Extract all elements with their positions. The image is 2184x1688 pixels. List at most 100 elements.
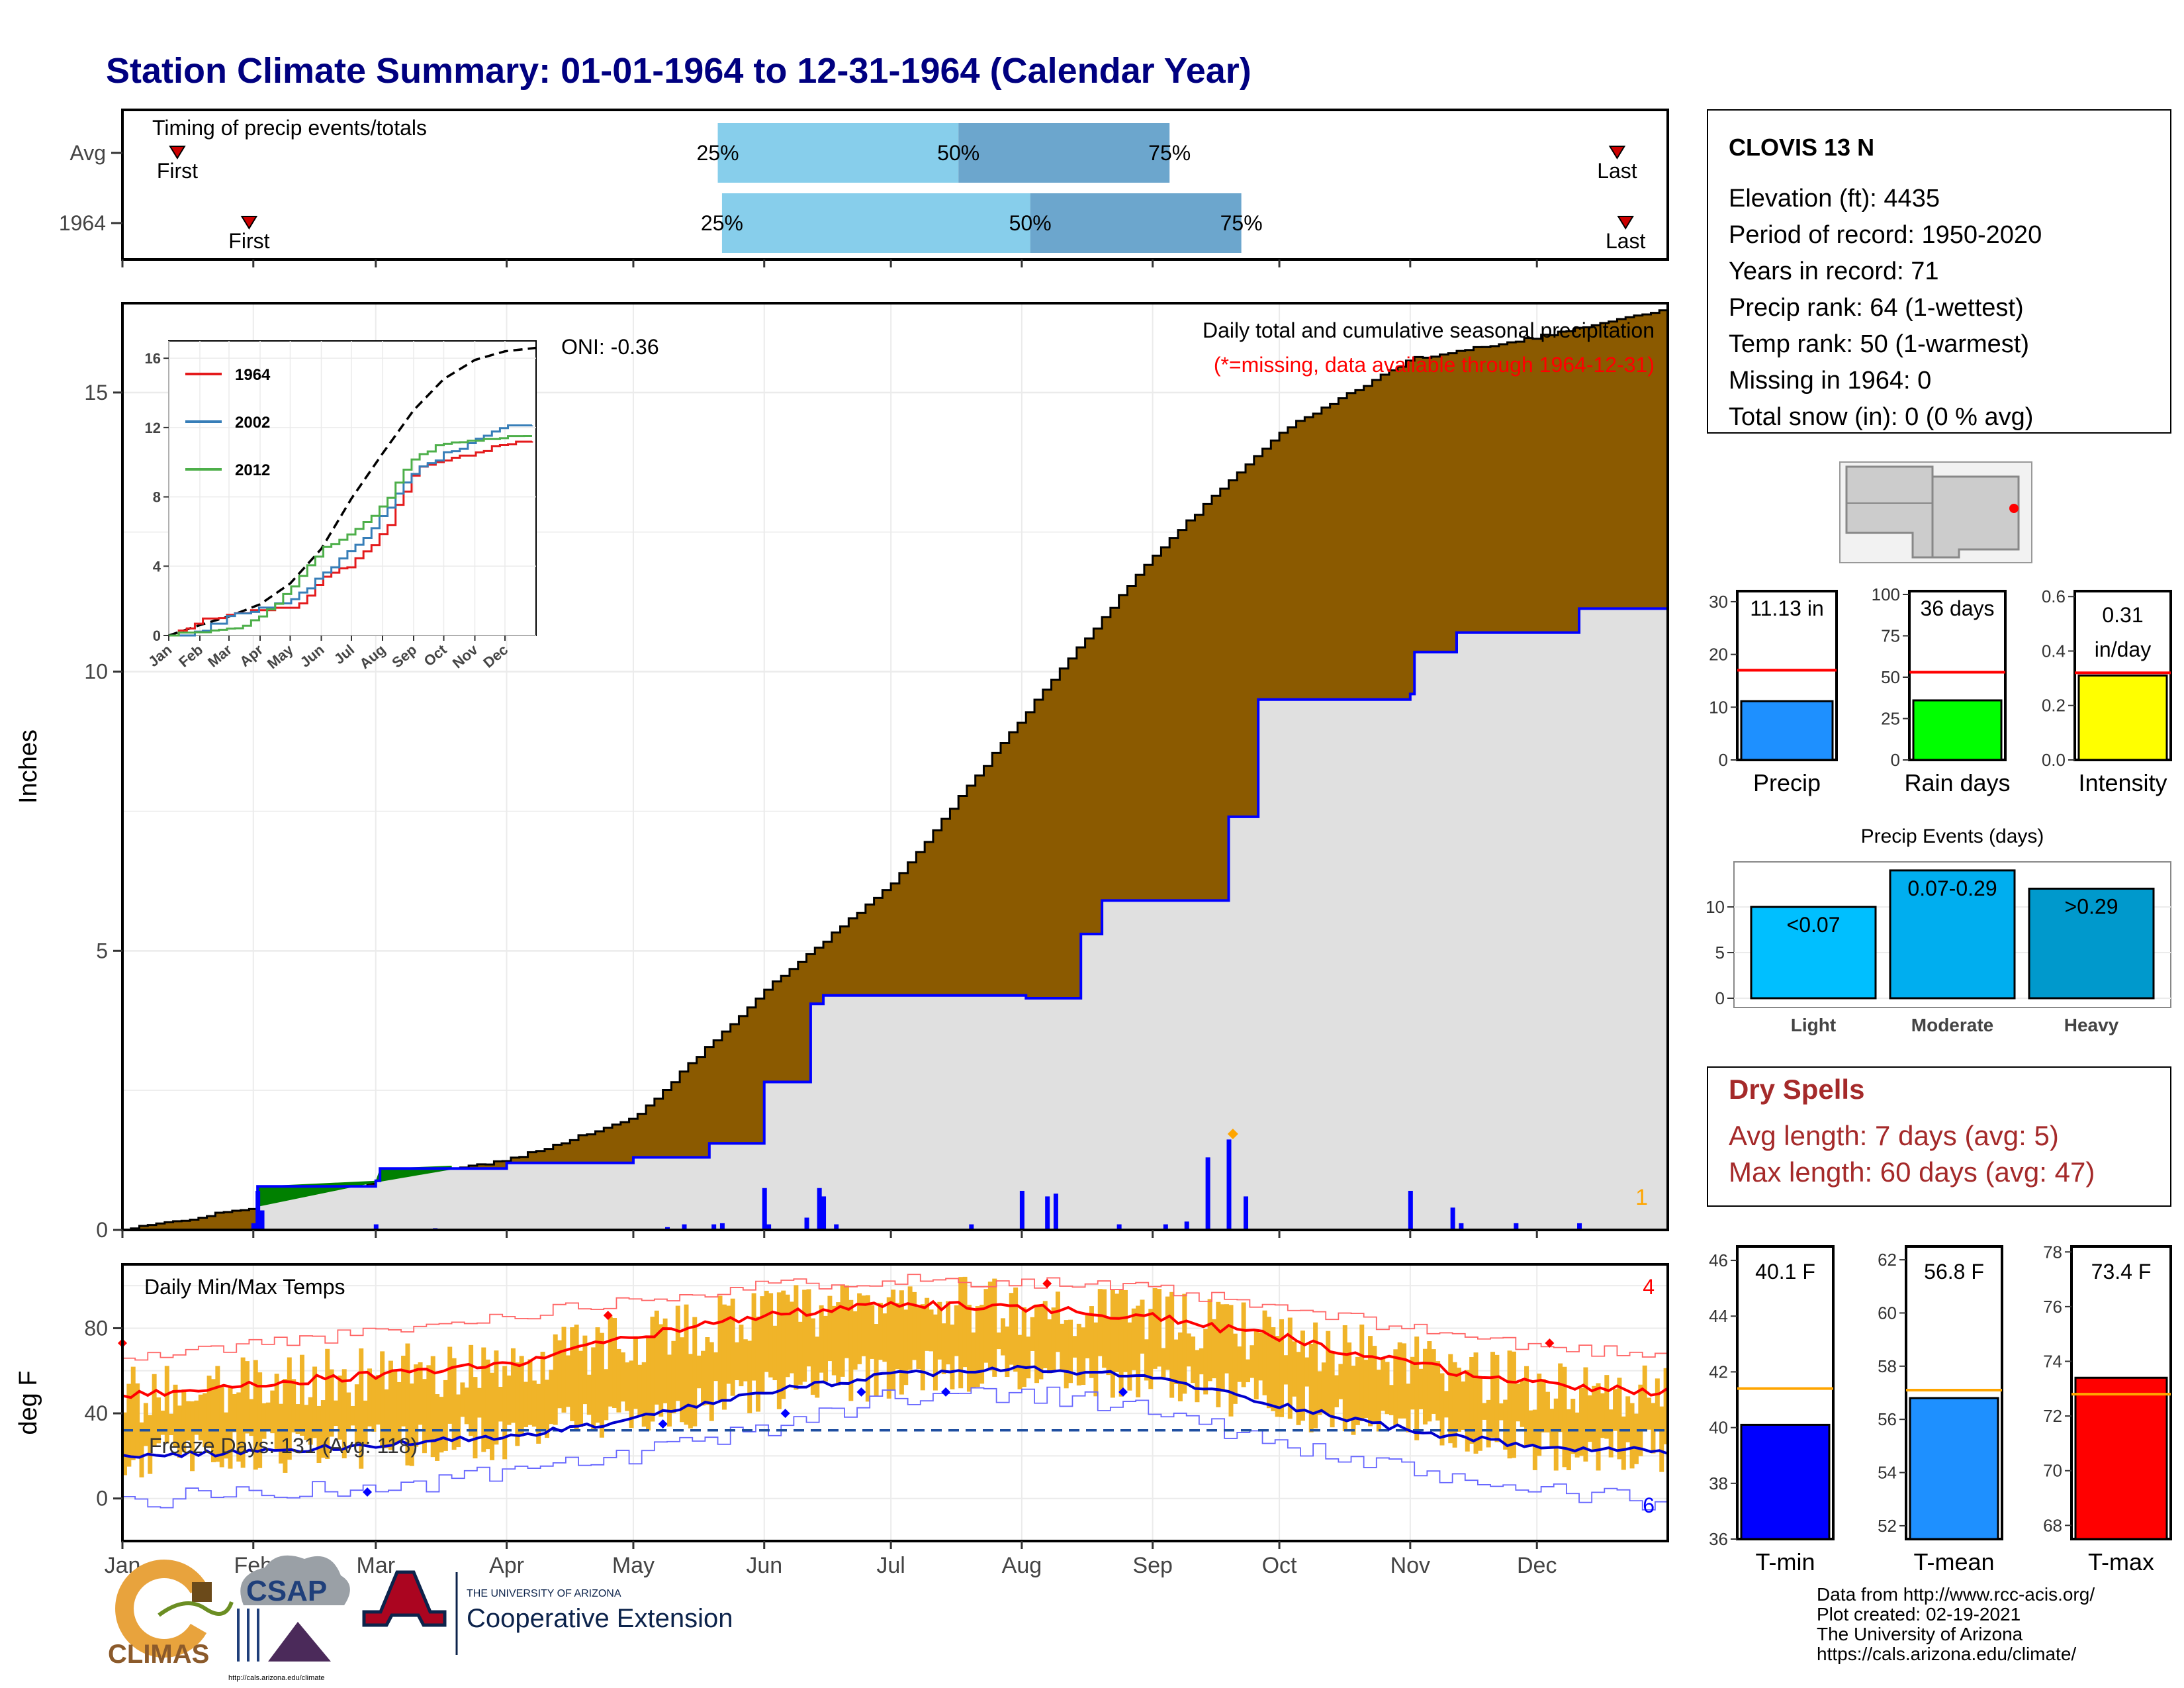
daily-temp-bar (1186, 1333, 1191, 1367)
daily-temp-bar (1131, 1308, 1136, 1370)
station-snow: Total snow (in): 0 (0 % avg) (1729, 403, 2033, 431)
daily-temp-bar (1621, 1416, 1626, 1470)
temp-y-axis: 0 40 80 (84, 1316, 122, 1511)
temp-summary-category-label: T-mean (1913, 1548, 1994, 1575)
dry-spells-frame (1707, 1066, 2171, 1207)
daily-precip-bar (1450, 1207, 1455, 1230)
footer-institution: The University of Arizona (1817, 1624, 2023, 1644)
daily-temp-bar (1034, 1304, 1040, 1383)
daily-temp-bar (1494, 1354, 1500, 1442)
daily-temp-bar (1342, 1325, 1347, 1432)
daily-temp-bar (591, 1347, 596, 1430)
daily-temp-bar (1651, 1403, 1656, 1454)
dry-spells-title: Dry Spells (1729, 1074, 1864, 1105)
timing-first-marker (240, 216, 258, 230)
mini-bar-y-tick-label: 0.4 (2042, 641, 2066, 661)
daily-temp-bar (1266, 1317, 1271, 1409)
daily-temp-bar (181, 1389, 187, 1452)
daily-temp-bar (625, 1362, 630, 1411)
inset-legend-label: 2002 (235, 414, 270, 432)
dry-spells-avg: Avg length: 7 days (avg: 5) (1729, 1120, 2059, 1151)
daily-temp-bar (1574, 1412, 1580, 1458)
daily-temp-bar (295, 1404, 300, 1434)
record-low-marker (363, 1487, 373, 1497)
daily-temp-bar (675, 1305, 680, 1401)
daily-temp-bar (925, 1297, 930, 1351)
temperature-summary-bars: 36 38 40 42 44 46 40.1 F T-min 52 54 56 58 60 62 56.8 … (1709, 1242, 2172, 1575)
daily-temp-bar (1253, 1330, 1259, 1400)
daily-precip-bar (1116, 1224, 1122, 1230)
daily-precip-bar (682, 1224, 687, 1230)
timing-panel: Timing of precip events/totals Avg 1964 … (59, 109, 1669, 267)
mini-bar-category-label: Rain days (1904, 769, 2010, 796)
daily-precip-bar (1514, 1223, 1519, 1230)
daily-temp-bar (245, 1361, 250, 1434)
daily-temp-bar (1161, 1348, 1166, 1380)
daily-temp-bar (456, 1394, 461, 1448)
temp-summary-y-tick-label: 72 (2043, 1406, 2062, 1426)
daily-temp-bar (937, 1301, 942, 1360)
timing-last-label: Last (1606, 229, 1646, 253)
event-category-label: Moderate (1911, 1015, 1993, 1035)
daily-temp-bar (1528, 1410, 1533, 1445)
daily-temp-bar (861, 1295, 866, 1356)
record-high-marker (603, 1311, 613, 1321)
daily-temp-bar (531, 1380, 537, 1427)
temp-x-tick-label: Sep (1132, 1553, 1173, 1578)
daily-temp-bar (819, 1305, 824, 1373)
daily-precip-bar (1577, 1223, 1582, 1230)
daily-temp-bar (367, 1368, 373, 1427)
daily-temp-bar (1347, 1342, 1352, 1421)
inset-y-tick-label: 0 (153, 628, 161, 644)
daily-temp-bar (844, 1285, 849, 1358)
daily-temp-bar (1431, 1349, 1436, 1414)
daily-temp-bar (950, 1324, 955, 1389)
daily-temp-bar (721, 1304, 727, 1410)
daily-temp-bar (1381, 1358, 1386, 1411)
daily-temp-bar (1173, 1339, 1179, 1385)
daily-precip-bar (664, 1227, 670, 1230)
timing-p75-label: 75% (1220, 211, 1263, 235)
temp-x-tick-label: Nov (1390, 1553, 1430, 1578)
temp-lines (118, 1274, 1669, 1514)
precip-events-chart: Precip Events (days) <0.07 Light 0.07-0.29… (1706, 825, 2171, 1035)
daily-precip-bar (259, 1210, 265, 1230)
daily-temp-bar (1047, 1319, 1052, 1374)
mini-bar-y-tick-label: 75 (1881, 626, 1900, 646)
mini-bar-y-tick-label: 0.2 (2042, 696, 2066, 716)
daily-temp-bar (1118, 1289, 1124, 1397)
daily-temp-bar (612, 1318, 617, 1408)
daily-temp-bar (1520, 1381, 1525, 1427)
temp-summary-y-tick-label: 62 (1878, 1250, 1897, 1270)
daily-temp-bar (1566, 1409, 1571, 1470)
station-period: Period of record: 1950-2020 (1729, 221, 2042, 249)
daily-temp-bar (1393, 1349, 1398, 1426)
daily-temp-bar (1465, 1370, 1470, 1452)
daily-temp-bar (510, 1348, 516, 1423)
temp-frame (121, 1263, 1669, 1542)
daily-temp-bar (443, 1380, 448, 1451)
daily-temp-bar (565, 1355, 570, 1407)
daily-temp-bar (469, 1344, 474, 1436)
daily-temp-bar (1216, 1301, 1221, 1407)
daily-temp-bar (776, 1292, 782, 1409)
csap-logo-text: CSAP (246, 1575, 327, 1607)
max-precip-marker (1227, 1128, 1238, 1139)
daily-temp-bar (279, 1403, 284, 1464)
daily-temp-bar (236, 1392, 242, 1462)
daily-temp-bar (1313, 1322, 1318, 1429)
csap-logo-url: http://cals.arizona.edu/climate (228, 1674, 325, 1682)
mini-bar-value-label: 11.13 in (1750, 596, 1824, 620)
daily-temp-bar (1435, 1361, 1441, 1421)
mini-bar-Intensity (2077, 675, 2168, 761)
daily-temp-bar (1241, 1302, 1246, 1387)
daily-temp-bar (1633, 1413, 1639, 1464)
daily-temp-bar (574, 1325, 579, 1429)
daily-temp-bar (274, 1374, 279, 1452)
station-precip-rank: Precip rank: 64 (1-wettest) (1729, 294, 2024, 322)
daily-temp-bar (464, 1387, 469, 1425)
daily-temp-bar (1157, 1289, 1162, 1367)
daily-temp-bar (291, 1379, 296, 1432)
daily-temp-bar (1541, 1379, 1546, 1432)
